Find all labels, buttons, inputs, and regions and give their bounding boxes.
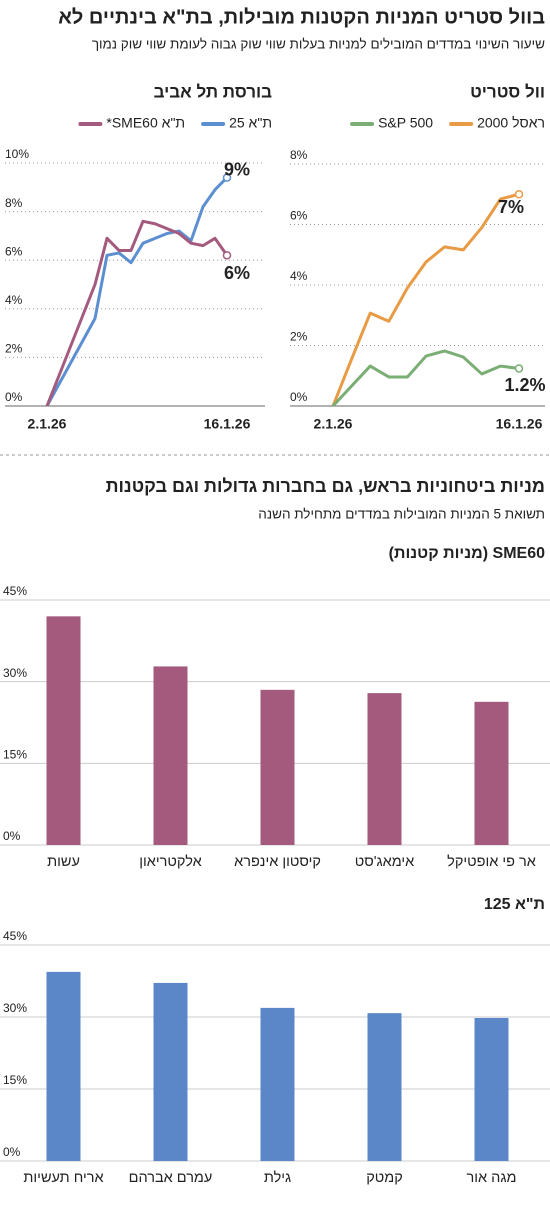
y-tick-label: 6% <box>5 244 23 258</box>
value-label: 1.2% <box>504 375 545 395</box>
section-title: מניות ביטחוניות בראש, גם בחברות גדולות ו… <box>106 476 545 496</box>
legend-label: ת"א 25 <box>229 115 272 131</box>
y-tick-label: 0% <box>5 390 23 404</box>
legend-label: ראסל 2000 <box>477 115 545 131</box>
end-marker <box>222 173 232 182</box>
x-tick-label: אריח תעשיות <box>23 1170 103 1186</box>
value-label: 6% <box>224 263 250 283</box>
x-tick-label: 16.1.26 <box>496 416 543 432</box>
y-tick-label: 6% <box>290 209 308 223</box>
section-subtitle: תשואת 5 המניות המובילות במדדים מתחילת הש… <box>258 507 545 522</box>
y-tick-label: 30% <box>3 666 27 680</box>
end-marker <box>222 251 232 260</box>
legend-label: S&P 500 <box>378 115 433 131</box>
bar <box>367 693 402 845</box>
y-tick-label: 0% <box>290 390 308 404</box>
bar <box>474 1017 509 1161</box>
x-tick-label: קיסטון אינפרא <box>234 854 321 870</box>
end-marker <box>514 190 524 199</box>
x-tick-label: 2.1.26 <box>314 416 353 432</box>
x-tick-label: גילת <box>264 1169 291 1186</box>
y-tick-label: 30% <box>3 1001 27 1015</box>
y-tick-label: 2% <box>5 342 23 356</box>
bar <box>260 1007 295 1161</box>
chart-title: וול סטריט <box>470 82 545 101</box>
y-tick-label: 45% <box>3 929 27 943</box>
line-series <box>45 219 229 407</box>
y-tick-label: 0% <box>3 829 21 843</box>
bar <box>260 689 295 845</box>
x-tick-label: עמרם אברהם <box>129 1170 213 1186</box>
x-tick-label: אר פי אופטיקל <box>447 853 536 870</box>
x-tick-label: עשות <box>47 854 80 870</box>
chart-title: ת"א 125 <box>484 896 545 913</box>
x-tick-label: מגה אור <box>467 1170 517 1186</box>
y-tick-label: 2% <box>290 330 308 344</box>
bar <box>46 971 81 1161</box>
y-tick-label: 8% <box>290 148 308 162</box>
x-tick-label: קמטק <box>366 1170 403 1186</box>
line-series <box>331 349 520 408</box>
x-tick-label: אימאג'סט <box>355 854 415 870</box>
value-label: 9% <box>224 159 250 179</box>
y-tick-label: 15% <box>3 1073 27 1087</box>
chart-title: SME60 (מניות קטנות) <box>389 545 545 562</box>
legend-label: ת"א SME60* <box>106 115 185 131</box>
y-tick-label: 4% <box>290 269 308 283</box>
y-tick-label: 15% <box>3 748 27 762</box>
bar <box>367 1013 402 1161</box>
line-series <box>45 176 229 407</box>
y-tick-label: 10% <box>5 147 29 161</box>
line-series <box>331 192 520 407</box>
chart-title: בורסת תל אביב <box>154 82 273 101</box>
x-tick-label: אלקטריאון <box>139 853 202 870</box>
end-marker <box>514 364 524 373</box>
main-subtitle: שיעור השינוי במדדים המובילים למניות בעלו… <box>92 37 545 52</box>
x-tick-label: 2.1.26 <box>28 416 67 432</box>
bar <box>46 616 81 845</box>
bar <box>153 666 188 845</box>
main-title: בוול סטריט המניות הקטנות מובילות, בת"א ב… <box>58 6 545 28</box>
y-tick-label: 4% <box>5 293 23 307</box>
x-tick-label: 16.1.26 <box>204 416 251 432</box>
value-label: 7% <box>498 197 524 217</box>
y-tick-label: 0% <box>3 1145 21 1159</box>
y-tick-label: 8% <box>5 196 23 210</box>
bar <box>474 701 509 845</box>
y-tick-label: 45% <box>3 584 27 598</box>
bar <box>153 982 188 1161</box>
